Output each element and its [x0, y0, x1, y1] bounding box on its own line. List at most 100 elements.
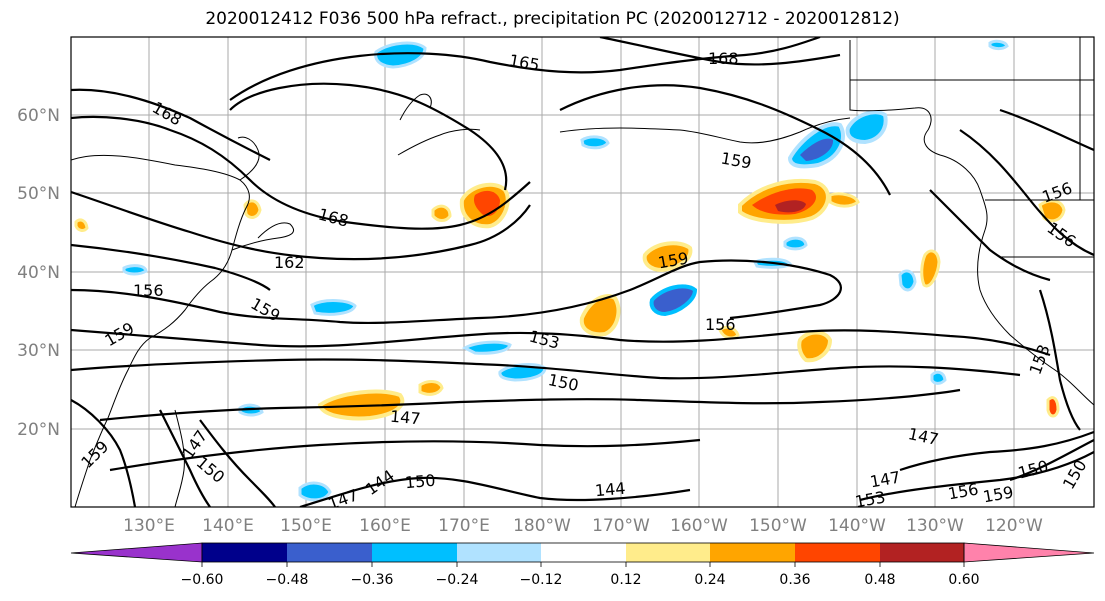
colorbar-tick-label: 0.24: [694, 572, 725, 588]
lon-label: 170°W: [592, 516, 650, 536]
contour-line: [599, 37, 841, 66]
precip-patch: [580, 135, 610, 150]
colorbar-tick-label: −0.48: [266, 572, 309, 588]
lat-label: 60°N: [17, 106, 60, 126]
colorbar-tick-label: −0.24: [436, 572, 479, 588]
contour-line: [299, 476, 691, 507]
colorbar-tick-label: 0.36: [779, 572, 810, 588]
contour-line: [1009, 439, 1094, 482]
colorbar-segment: [287, 543, 372, 562]
colorbar-segment: [202, 543, 287, 562]
contour-line: [71, 399, 137, 507]
contour-line: [71, 88, 271, 161]
contour-line: [229, 82, 508, 191]
map-title: 2020012412 F036 500 hPa refract., precip…: [205, 9, 900, 29]
precip-patch: [310, 299, 357, 316]
contour-line: [71, 328, 1051, 357]
precip-patch: [122, 264, 148, 276]
colorbar-extend-low: [70, 542, 203, 563]
precip-patch: [642, 241, 693, 273]
precip-patch: [298, 481, 332, 502]
precip-patch: [845, 110, 888, 145]
precip-patch: [74, 218, 89, 232]
contour-line: [159, 409, 211, 507]
precip-patch: [797, 330, 833, 363]
lon-label: 150°E: [280, 516, 332, 536]
lat-label: 20°N: [17, 420, 60, 440]
lon-label: 140°W: [828, 516, 886, 536]
lon-label: 150°W: [749, 516, 807, 536]
latitude-labels: 60°N 50°N 40°N 30°N 20°N: [17, 106, 60, 440]
contour-line: [959, 129, 1094, 257]
contour-label: 168: [708, 49, 739, 68]
lon-label: 160°W: [670, 516, 728, 536]
precip-shading: [74, 39, 1066, 502]
contour-line: [559, 84, 891, 196]
precip-patch: [461, 340, 512, 355]
precip-patch: [920, 249, 941, 288]
precip-patch: [431, 204, 452, 222]
colorbar-ticks: [201, 562, 965, 567]
precip-patch: [718, 325, 740, 340]
colorbar-extend-high: [963, 542, 1095, 563]
colorbar-frame: [201, 542, 965, 563]
lon-label: 130°E: [123, 516, 175, 536]
colorbar-segment: [880, 543, 964, 562]
contour-line: [859, 451, 1094, 502]
contour-line: [71, 115, 531, 230]
precip-patch: [374, 41, 427, 69]
contour-label: 147: [389, 407, 421, 429]
precip-patch: [418, 380, 444, 396]
colorbar-tick-label: 0.48: [864, 572, 895, 588]
lat-label: 50°N: [17, 184, 60, 204]
contour-label: 150: [404, 471, 436, 493]
colorbar-segment: [457, 543, 541, 562]
lon-label: 170°E: [438, 516, 490, 536]
precip-patch: [930, 370, 947, 385]
contour-line: [999, 108, 1094, 152]
lat-label: 40°N: [17, 263, 60, 283]
contour-line: [929, 189, 1051, 282]
contour-line: [899, 430, 1094, 472]
contour-label: 156: [705, 315, 736, 334]
colorbar-segment: [626, 543, 710, 562]
colorbar-tick-label: −0.36: [351, 572, 394, 588]
precip-patch: [988, 39, 1009, 51]
contour-label: 144: [594, 479, 626, 501]
lon-label: 140°E: [202, 516, 254, 536]
precip-patch: [1046, 396, 1060, 418]
lon-label: 120°W: [985, 516, 1043, 536]
lon-label: 180°W: [513, 516, 571, 536]
colorbar-segment: [795, 543, 880, 562]
contour-line: [1038, 289, 1081, 431]
precip-patch: [800, 138, 834, 161]
colorbar-tick-label: −0.60: [181, 572, 224, 588]
contour-line: [71, 243, 271, 291]
coastlines: [71, 37, 1094, 507]
colorbar-segment: [541, 543, 626, 562]
precip-patch: [828, 192, 860, 208]
contour-line: [199, 419, 276, 507]
contour-label: 162: [274, 253, 305, 272]
contour-line: [99, 388, 961, 422]
colorbar-tick-label: 0.60: [948, 572, 979, 588]
longitude-labels: 130°E 140°E 150°E 160°E 170°E 180°W 170°…: [123, 516, 1043, 536]
colorbar-segment: [710, 543, 795, 562]
colorbar-segment: [372, 543, 457, 562]
contour-line: [71, 259, 842, 325]
lat-label: 30°N: [17, 341, 60, 361]
lon-label: 130°W: [906, 516, 964, 536]
contour-line: [71, 190, 531, 261]
lon-label: 160°E: [359, 516, 411, 536]
precip-patch: [649, 284, 698, 317]
contour-line: [71, 358, 1021, 380]
colorbar-tick-label: −0.12: [520, 572, 563, 588]
colorbar-tick-label: 0.12: [610, 572, 641, 588]
height-contours: [71, 37, 1094, 507]
precip-patch: [243, 199, 262, 219]
contour-label: 153: [853, 487, 886, 511]
precip-patch: [498, 363, 547, 382]
precip-patch: [579, 294, 621, 337]
precip-patch: [898, 269, 917, 292]
